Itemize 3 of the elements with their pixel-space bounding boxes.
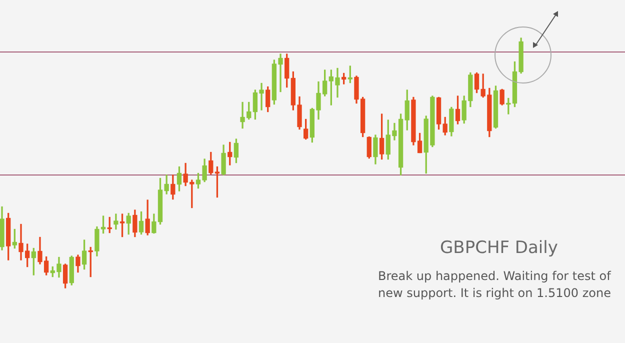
annotation: Break up happened. Waiting for test of new support. It is right on 1.5100 zone — [378, 268, 612, 302]
text: GBPCHF Daily — [440, 238, 559, 258]
candlestick — [114, 214, 118, 230]
